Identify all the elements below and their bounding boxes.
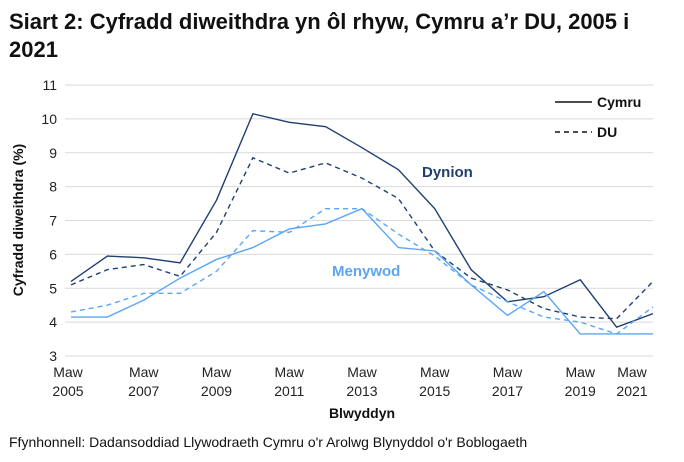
x-tick-label: 2009 — [201, 383, 232, 399]
y-axis-label: Cyfradd diweithdra (%) — [10, 144, 26, 296]
x-axis-label: Blwyddyn — [329, 405, 395, 421]
y-tick-label: 9 — [49, 145, 57, 161]
x-tick-label: 2011 — [274, 383, 304, 399]
y-tick-label: 11 — [42, 77, 57, 93]
x-tick-label: 2015 — [419, 383, 450, 399]
x-tick-label: 2005 — [52, 383, 83, 399]
source-note: Ffynhonnell: Dadansoddiad Llywodraeth Cy… — [9, 434, 528, 450]
x-tick-label: 2007 — [128, 383, 159, 399]
series-line-dynion-cymru — [70, 112, 654, 329]
chart-title: Siart 2: Cyfradd diweithdra yn ôl rhyw, … — [9, 9, 630, 62]
x-tick-label: Maw — [129, 364, 159, 380]
y-tick-label: 5 — [49, 280, 57, 296]
annotation-dynion: Dynion — [422, 164, 473, 181]
x-tick-label: 2019 — [565, 383, 596, 399]
x-tick-label: Maw — [347, 364, 377, 380]
y-tick-label: 8 — [49, 179, 57, 195]
x-tick-label: Maw — [565, 364, 595, 380]
x-tick-label: Maw — [202, 364, 232, 380]
x-tick-label: Maw — [53, 364, 83, 380]
x-tick-label: 2013 — [346, 383, 377, 399]
y-tick-label: 3 — [49, 348, 57, 364]
legend-label: Cymru — [597, 94, 641, 110]
y-tick-label: 7 — [49, 213, 57, 229]
x-tick-label: Maw — [617, 364, 647, 380]
x-tick-label: Maw — [420, 364, 450, 380]
y-tick-label: 10 — [41, 111, 57, 127]
x-tick-label: Maw — [274, 364, 304, 380]
series-line-dynion-du — [70, 156, 654, 320]
series-line-menywod-du — [70, 207, 654, 335]
y-tick-label: 6 — [49, 246, 57, 262]
annotation-menywod: Menywod — [332, 263, 400, 280]
y-tick-label: 4 — [49, 314, 57, 330]
x-tick-label: Maw — [493, 364, 523, 380]
legend-label: DU — [597, 124, 617, 140]
x-tick-label: 2021 — [616, 383, 647, 399]
x-tick-label: 2017 — [492, 383, 523, 399]
